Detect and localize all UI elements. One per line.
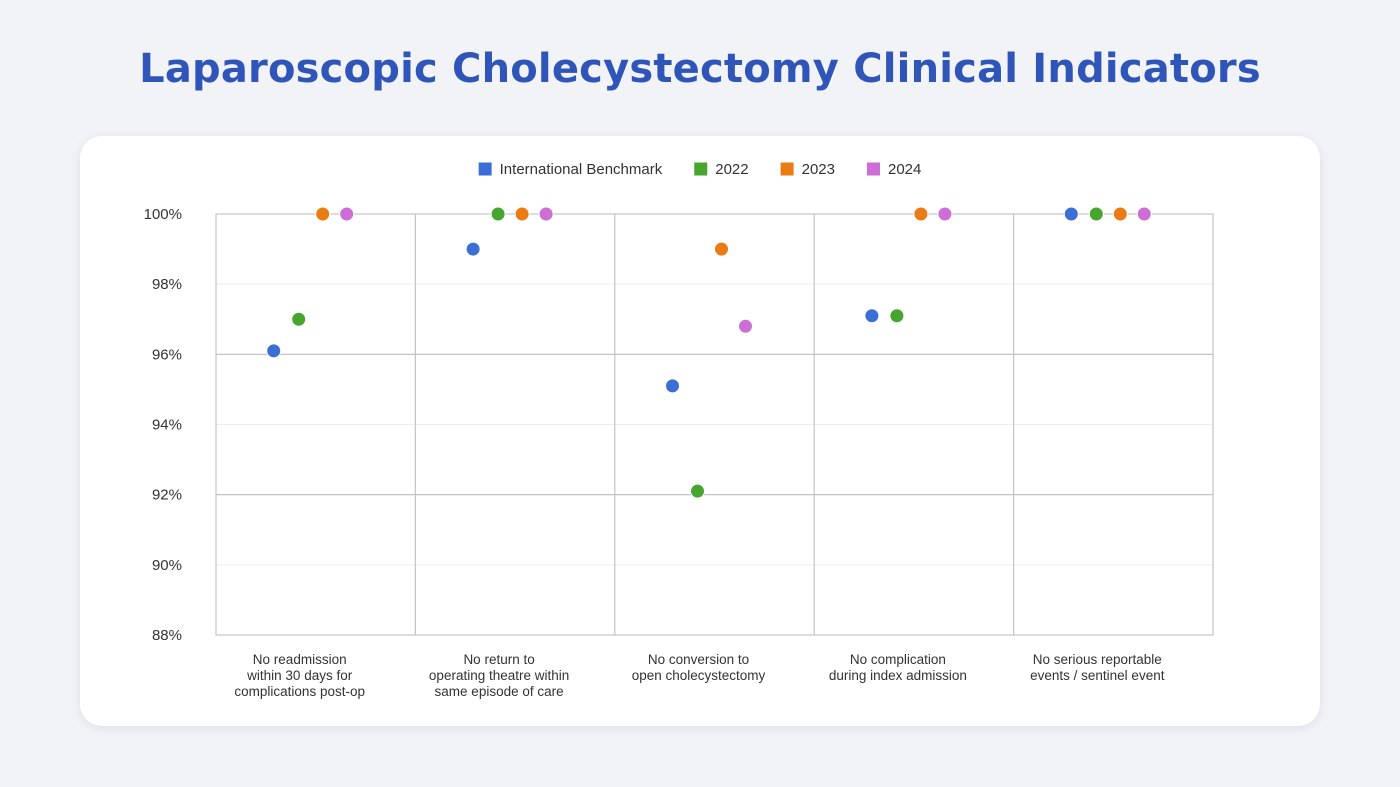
x-category-label-line: within 30 days for (246, 668, 353, 683)
x-category-label: No complication during index admission (829, 652, 967, 683)
y-axis-ticks: 88% 90% 92% 94% 96% 98% 100% (144, 206, 182, 644)
page-title: Laparoscopic Cholecystectomy Clinical In… (139, 46, 1261, 92)
point-international-benchmark (1063, 206, 1079, 222)
y-tick-label: 100% (144, 206, 182, 223)
x-category-label-line: No complication (850, 652, 946, 667)
x-category-label: No readmission within 30 days for complica… (234, 652, 365, 699)
legend-label: International Benchmark (500, 161, 663, 178)
point-2023 (315, 206, 331, 222)
x-category-label-line: operating theatre within (429, 668, 569, 683)
point-2023 (514, 206, 530, 222)
point-2024 (538, 206, 554, 222)
x-category-label: No conversion to open cholecystectomy (632, 652, 766, 683)
x-category-label: No serious reportable events / sentinel e… (1030, 652, 1165, 683)
point-2023 (714, 241, 729, 257)
legend: International Benchmark 2022 2023 2024 (478, 161, 921, 178)
x-category-label-line: events / sentinel event (1030, 668, 1165, 683)
legend-swatch (780, 162, 794, 176)
x-category-label-line: complications post-op (234, 684, 365, 699)
gridlines (215, 213, 1214, 636)
y-tick-label: 94% (152, 417, 182, 434)
point-international-benchmark (665, 378, 680, 394)
legend-swatch (478, 162, 492, 176)
x-category-label-line: No return to (463, 652, 534, 667)
x-category-label-line: open cholecystectomy (632, 668, 766, 683)
legend-swatch (694, 162, 708, 176)
point-2022 (490, 206, 506, 222)
legend-swatch (866, 162, 880, 176)
point-2024 (1136, 206, 1152, 222)
y-tick-label: 88% (152, 627, 182, 644)
x-category-label-line: No conversion to (648, 652, 749, 667)
x-axis-categories: No readmission within 30 days for complica… (234, 652, 1164, 699)
point-international-benchmark (864, 308, 880, 324)
point-2024 (339, 206, 355, 222)
y-tick-label: 90% (152, 557, 182, 574)
point-international-benchmark (266, 343, 282, 359)
point-2022 (889, 308, 905, 324)
legend-label: 2023 (802, 161, 835, 178)
point-2022 (291, 311, 307, 327)
data-points (266, 206, 1152, 499)
plot-frame (215, 213, 1214, 636)
x-category-label: No return to operating theatre within same… (429, 652, 569, 699)
point-2023 (1112, 206, 1128, 222)
x-category-label-line: No readmission (253, 652, 347, 667)
y-tick-label: 96% (152, 346, 182, 363)
x-category-label-line: during index admission (829, 668, 967, 683)
y-tick-label: 92% (152, 487, 182, 504)
x-category-label-line: No serious reportable (1033, 652, 1162, 667)
point-2024 (738, 318, 753, 334)
x-category-label-line: same episode of care (435, 684, 564, 699)
point-2023 (913, 206, 929, 222)
point-2024 (937, 206, 953, 222)
legend-label: 2024 (888, 161, 921, 178)
legend-label: 2022 (715, 161, 748, 178)
point-international-benchmark (465, 241, 481, 257)
point-2022 (1088, 206, 1104, 222)
point-2022 (690, 483, 705, 499)
y-tick-label: 98% (152, 276, 182, 293)
chart-card: International Benchmark 2022 2023 2024 88% 9… (80, 136, 1320, 726)
scatter-chart: International Benchmark 2022 2023 2024 88% 9… (144, 161, 1214, 699)
